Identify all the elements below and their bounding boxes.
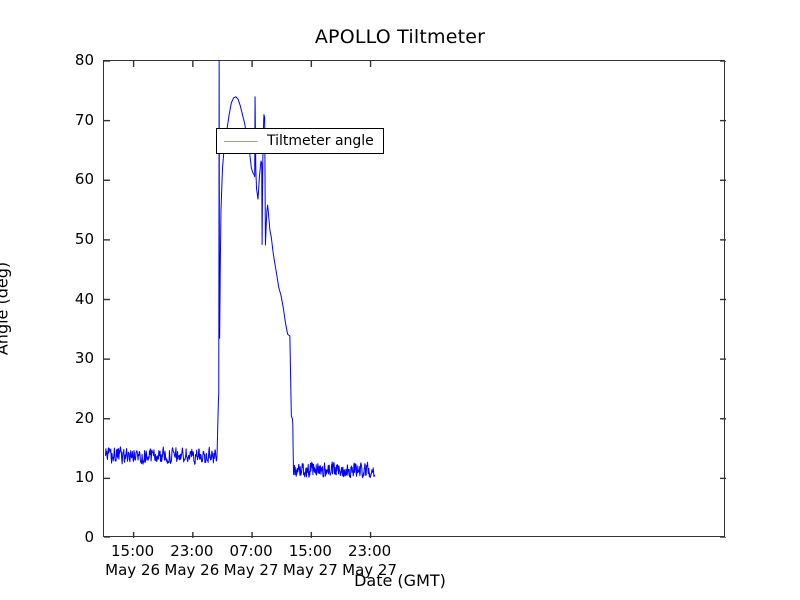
y-tick-label: 20 bbox=[74, 408, 94, 427]
x-tick-label: 15:00 May 26 bbox=[63, 542, 203, 580]
x-tick-label: 23:00 May 27 bbox=[300, 542, 440, 580]
x-tick-time: 15:00 bbox=[110, 542, 155, 560]
legend-label: Tiltmeter angle bbox=[267, 133, 374, 149]
legend[interactable]: Tiltmeter angle bbox=[216, 128, 384, 154]
plot-svg bbox=[104, 61, 726, 538]
x-tick-time: 23:00 bbox=[347, 542, 392, 560]
legend-line-swatch bbox=[224, 140, 258, 142]
x-tick-date: May 27 bbox=[282, 561, 338, 579]
x-axis-label: Date (GMT) bbox=[354, 571, 446, 590]
y-axis-label: Angle (deg) bbox=[0, 261, 12, 356]
y-tick-label: 10 bbox=[74, 468, 94, 487]
x-tick-label: 15:00 May 27 bbox=[240, 542, 380, 580]
y-tick-label: 0 bbox=[84, 528, 94, 546]
x-tick-date: May 27 bbox=[342, 561, 397, 579]
tiltmeter-angle-line bbox=[104, 61, 376, 479]
x-tick-date: May 27 bbox=[223, 561, 279, 579]
y-tick-label: 40 bbox=[74, 289, 94, 308]
x-tick-label: 07:00 May 27 bbox=[181, 542, 321, 580]
plot-area: Tiltmeter angle bbox=[103, 60, 726, 538]
y-tick-label: 50 bbox=[74, 229, 94, 248]
x-tick-label: 23:00 May 26 bbox=[122, 542, 262, 580]
chart-title: APOLLO Tiltmeter bbox=[314, 26, 486, 48]
x-tick-date: May 26 bbox=[105, 561, 161, 579]
x-tick-time: 07:00 bbox=[229, 542, 273, 560]
y-tick-label: 60 bbox=[74, 170, 94, 189]
y-tick-label: 80 bbox=[74, 51, 94, 69]
axis-tickmarks bbox=[104, 61, 726, 538]
y-tick-label: 30 bbox=[74, 349, 94, 368]
y-tick-label: 70 bbox=[74, 110, 94, 129]
x-tick-date: May 26 bbox=[164, 561, 220, 579]
x-tick-time: 15:00 bbox=[288, 542, 332, 560]
x-tick-time: 23:00 bbox=[170, 542, 214, 560]
